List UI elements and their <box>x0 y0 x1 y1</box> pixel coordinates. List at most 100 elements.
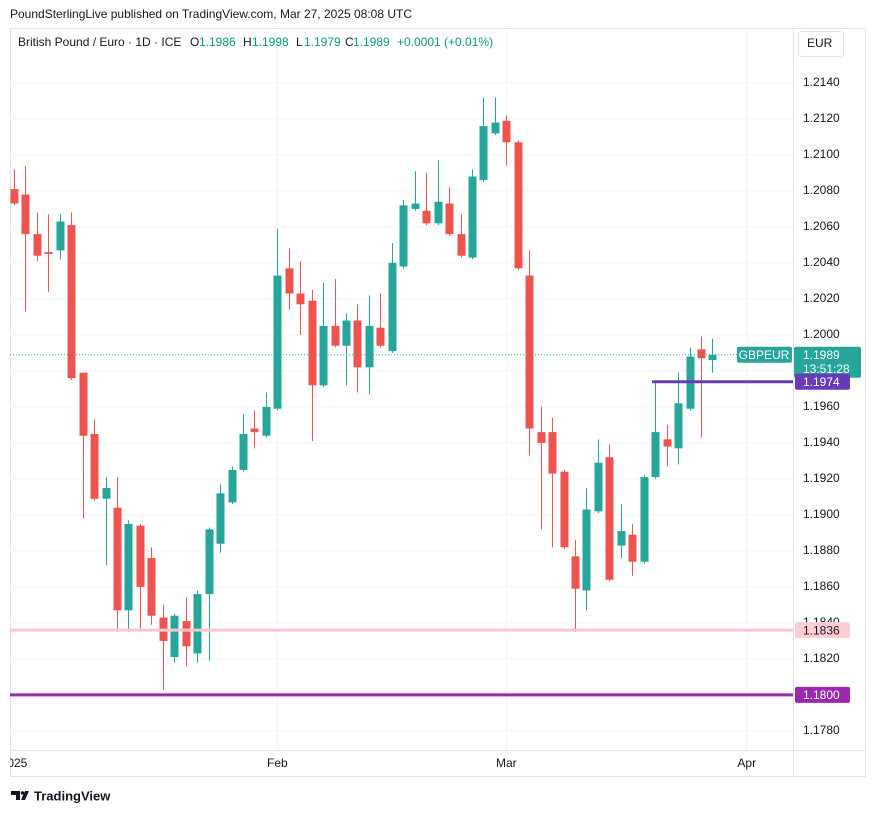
candle-body <box>376 327 385 346</box>
y-tick-label: 1.2040 <box>803 255 840 269</box>
candle-body <box>21 194 30 235</box>
candle-body <box>342 320 351 346</box>
candle-body <box>331 325 340 346</box>
candle-body <box>617 531 626 546</box>
candle-body <box>10 189 19 204</box>
countdown-label: 13:51:28 <box>803 362 850 376</box>
candle-body <box>90 433 99 499</box>
candle-body <box>147 558 156 616</box>
x-tick-label: Mar <box>496 756 517 770</box>
candle-body <box>468 176 477 258</box>
x-tick-label: Apr <box>737 756 756 770</box>
candle-body <box>285 268 294 294</box>
currency-label: EUR <box>807 36 833 50</box>
header: PoundSterlingLive published on TradingVi… <box>10 7 412 21</box>
chart-frame <box>10 28 866 777</box>
candle-body <box>365 325 374 368</box>
currency-button[interactable] <box>798 31 844 57</box>
candle-body <box>571 556 580 589</box>
candle-body <box>594 462 603 512</box>
y-tick-label: 1.2020 <box>803 291 840 305</box>
legend-key: C <box>345 35 354 49</box>
candle-body <box>605 457 614 580</box>
candle-body <box>628 534 637 562</box>
chart-title: British Pound / Euro · 1D · ICE <box>18 35 181 49</box>
candle-body <box>537 432 546 443</box>
candle-body <box>319 325 328 386</box>
y-tick-label: 1.1880 <box>803 543 840 557</box>
y-tick-label: 1.2120 <box>803 111 840 125</box>
legend-value: 1.1986 <box>199 35 236 49</box>
candle-body <box>434 201 443 224</box>
y-tick-label: 1.2060 <box>803 219 840 233</box>
y-tick-label: 1.2140 <box>803 75 840 89</box>
candle-body <box>33 234 42 256</box>
candle-body <box>525 275 534 429</box>
footer-logo <box>11 791 29 800</box>
footer-brand: TradingView <box>34 788 111 803</box>
candle-body <box>182 621 191 647</box>
candle-body <box>67 225 76 379</box>
candle-body <box>250 428 259 433</box>
candle-body <box>308 300 317 386</box>
last-price-label: 1.1989 <box>803 348 840 362</box>
candle-body <box>697 349 706 359</box>
candle-body <box>651 432 660 478</box>
y-tick-label: 1.2080 <box>803 183 840 197</box>
candle-body <box>388 262 397 352</box>
candle-body <box>560 471 569 548</box>
candle-body <box>273 275 282 409</box>
symbol-label: GBPEUR <box>739 348 790 362</box>
line-label: 1.1974 <box>803 375 840 389</box>
candle-body <box>216 493 225 544</box>
candle-body <box>411 203 420 209</box>
x-tick-label: Feb <box>267 756 288 770</box>
candle-body <box>102 487 111 499</box>
x-tick-label: 2025 <box>1 756 28 770</box>
candle-body <box>124 523 133 611</box>
candle-body <box>44 252 53 254</box>
legend-value: 1.1998 <box>252 35 289 49</box>
line-label-box <box>795 373 850 390</box>
candle-body <box>445 203 454 235</box>
candle-body <box>239 433 248 470</box>
candle-body <box>205 529 214 595</box>
candle-body <box>170 615 179 658</box>
legend-key: O <box>190 35 199 49</box>
candle-body <box>422 210 431 224</box>
line-label-box <box>795 686 850 703</box>
legend-value: 1.1989 <box>353 35 390 49</box>
candle-body <box>502 120 511 143</box>
y-tick-label: 1.2000 <box>803 327 840 341</box>
candle-body <box>79 372 88 436</box>
y-tick-label: 1.1920 <box>803 471 840 485</box>
candle-body <box>262 406 271 436</box>
candle-body <box>548 432 557 474</box>
y-tick-label: 1.1900 <box>803 507 840 521</box>
candle-body <box>514 142 523 269</box>
candle-body <box>228 469 237 503</box>
candle-body <box>193 594 202 654</box>
candle-body <box>457 234 466 256</box>
candle-body <box>56 221 65 251</box>
y-tick-label: 1.1820 <box>803 651 840 665</box>
candle-body <box>582 509 591 591</box>
symbol-label-box <box>737 346 792 363</box>
y-tick-label: 1.1960 <box>803 399 840 413</box>
candle-body <box>136 525 145 587</box>
candle-body <box>708 354 717 361</box>
y-tick-label: 1.1780 <box>803 723 840 737</box>
candle-body <box>491 122 500 134</box>
y-tick-label: 1.1940 <box>803 435 840 449</box>
candle-body <box>674 403 683 449</box>
last-price-box <box>794 346 861 378</box>
line-label: 1.1836 <box>803 623 840 637</box>
legend-change: +0.0001 (+0.01%) <box>397 35 493 49</box>
candle-body <box>663 439 672 447</box>
candle-body <box>640 477 649 562</box>
candle-body <box>296 293 305 305</box>
candle-body <box>113 507 122 611</box>
legend-value: 1.1979 <box>304 35 341 49</box>
candle-body <box>399 205 408 267</box>
